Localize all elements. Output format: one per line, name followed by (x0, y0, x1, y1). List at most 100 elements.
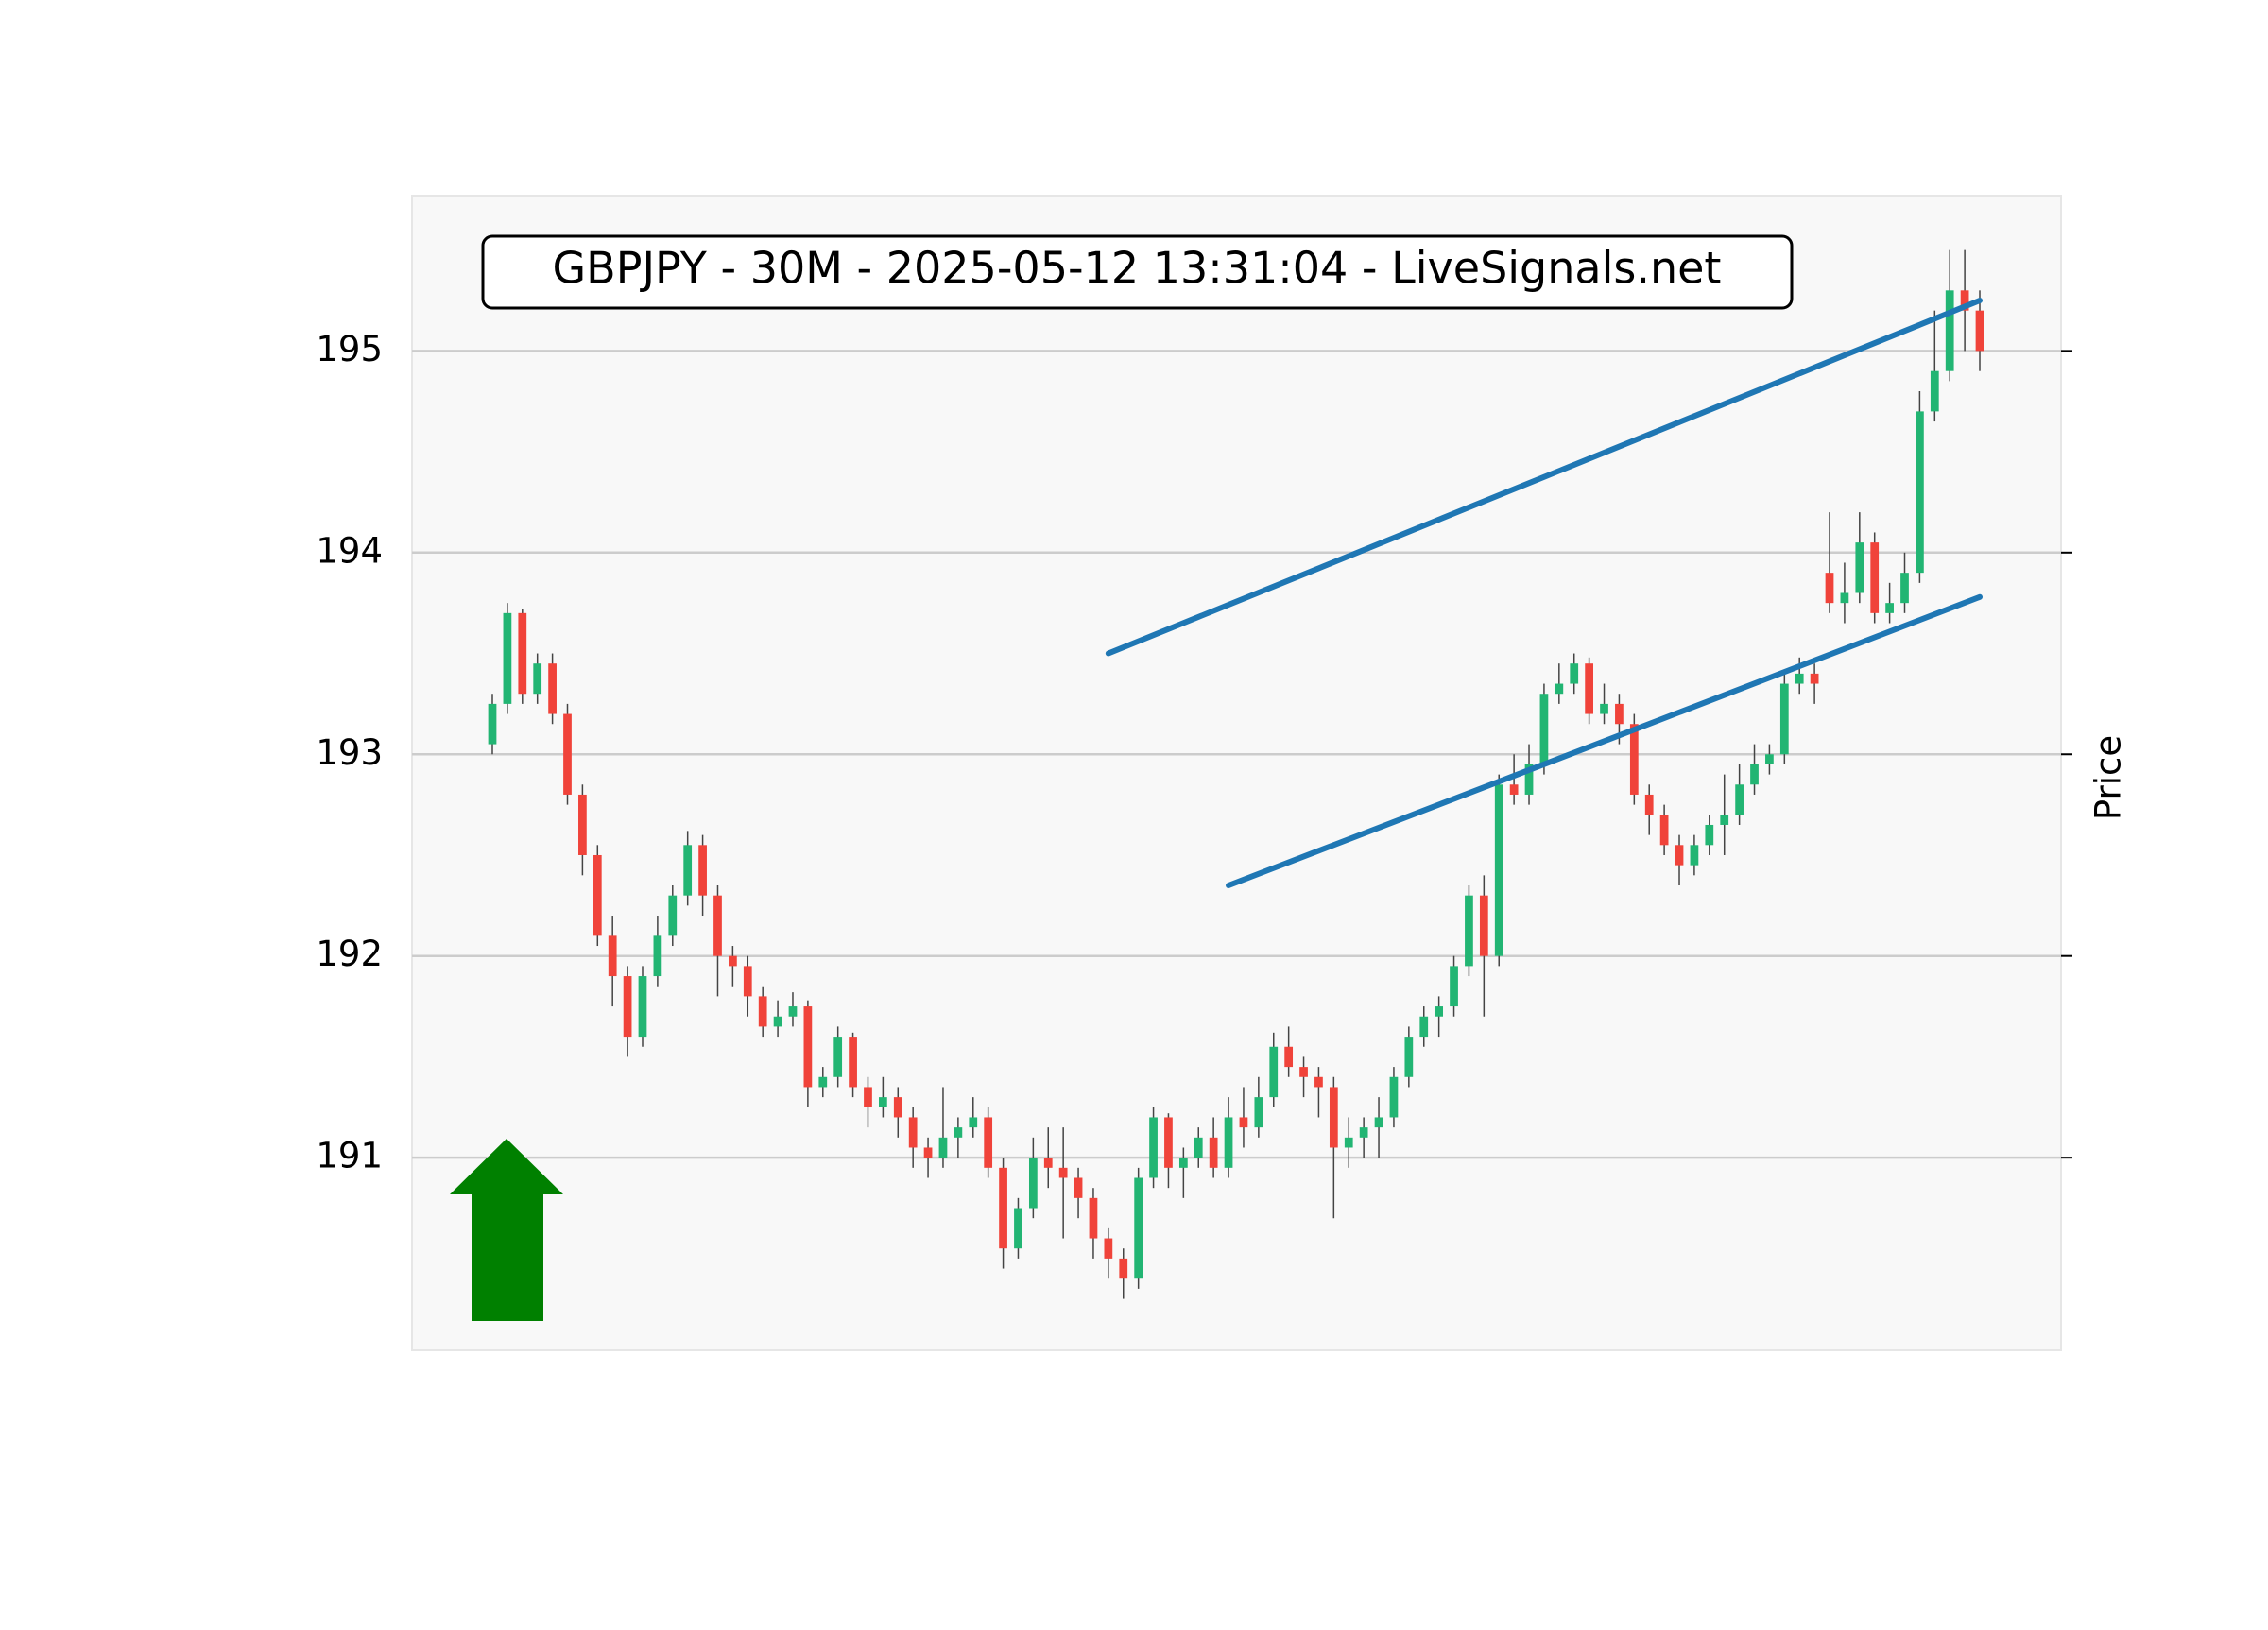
candle-body (1675, 845, 1684, 866)
candle-body (1975, 310, 1984, 352)
candle-body (1299, 1067, 1308, 1077)
candle-body (743, 966, 752, 997)
candle-body (1074, 1177, 1083, 1198)
candle-body (1119, 1258, 1128, 1279)
candle-body (1509, 784, 1519, 795)
y-axis-label: Price (2088, 735, 2129, 820)
candle-body (923, 1147, 933, 1158)
candle-body (1825, 573, 1834, 604)
candle-body (1960, 290, 1969, 311)
candle-body (578, 794, 587, 855)
candle-body (893, 1097, 902, 1118)
candle-body (668, 895, 678, 936)
candle-body (713, 895, 722, 956)
candle-body (908, 1117, 918, 1148)
candle-body (1494, 784, 1503, 956)
candle-body (833, 1037, 843, 1077)
candle-body (1239, 1117, 1248, 1128)
candle-body (1014, 1208, 1022, 1249)
candle-body (1585, 663, 1593, 714)
candle-body (1930, 370, 1939, 412)
candle-body (1855, 542, 1864, 593)
candle-body (1615, 703, 1624, 725)
candle-body (1870, 542, 1880, 613)
candle-body (1885, 603, 1894, 613)
y-tick-label: 195 (316, 329, 383, 369)
candle-body (1389, 1076, 1399, 1118)
candle-body (1945, 290, 1954, 371)
candle-body (1359, 1127, 1368, 1138)
candle-body (533, 663, 542, 695)
candle-body (1659, 815, 1669, 846)
candle-body (1600, 703, 1608, 714)
grid: 191 192 193 194 195 (316, 329, 2072, 1176)
candle-body (818, 1076, 828, 1088)
candle-body (563, 713, 572, 795)
candle-body (984, 1117, 993, 1168)
candle-body (503, 612, 512, 704)
candle-body (593, 854, 602, 936)
candle-body (938, 1137, 948, 1158)
candle-body (864, 1087, 872, 1107)
candle-body (1720, 815, 1729, 825)
candle-body (1539, 694, 1549, 764)
candles (488, 249, 1984, 1299)
candle-body (1344, 1137, 1353, 1148)
candle-body (638, 976, 647, 1038)
candle-body (1435, 1006, 1444, 1017)
candle-body (518, 612, 527, 695)
y-tick-label: 192 (316, 934, 383, 974)
candle-body (1374, 1117, 1383, 1128)
candle-body (1450, 966, 1458, 1007)
candle-body (1224, 1117, 1233, 1168)
candle-body (1735, 784, 1744, 815)
candle-body (1465, 895, 1473, 967)
candle-body (1058, 1167, 1068, 1178)
candle-body (488, 703, 497, 745)
trend-lines (1105, 297, 1983, 888)
candle-body (623, 976, 632, 1038)
candle-body (1329, 1087, 1338, 1148)
candle-body (1254, 1097, 1263, 1128)
candle-body (1900, 573, 1909, 604)
candle-body (1524, 764, 1534, 795)
candle-body (1284, 1046, 1294, 1068)
candle-body (729, 955, 737, 967)
candle-body (1178, 1158, 1188, 1168)
title-box (481, 234, 1794, 310)
candle-body (1164, 1117, 1173, 1168)
candle-body (1149, 1117, 1158, 1178)
y-tick-label: 193 (316, 732, 383, 773)
chart-title: GBPJPY - 30M - 2025-05-12 13:31:04 - Liv… (553, 243, 1722, 294)
candle-body (1555, 683, 1564, 695)
candle-body (1089, 1197, 1098, 1239)
candle-body (1479, 895, 1488, 956)
candle-body (1629, 724, 1639, 795)
candle-body (999, 1167, 1007, 1249)
candle-body (1705, 824, 1714, 846)
candle-body (879, 1097, 887, 1107)
candle-body (1104, 1238, 1113, 1259)
y-tick-label: 194 (316, 530, 383, 571)
candle-body (1269, 1046, 1279, 1098)
candle-body (653, 935, 662, 977)
buy-arrow (450, 1139, 563, 1321)
candle-body (1043, 1158, 1053, 1168)
candle-body (683, 845, 693, 896)
candle-body (1028, 1158, 1038, 1209)
candle-body (1916, 411, 1924, 574)
trend-line (1105, 297, 1983, 657)
candle-body (1690, 845, 1699, 866)
candle-body (788, 1006, 798, 1017)
candle-body (1750, 764, 1759, 785)
candle-body (1404, 1037, 1414, 1077)
candle-body (1314, 1076, 1323, 1088)
candle-body (1810, 673, 1819, 684)
candle-body (773, 1016, 782, 1027)
candle-body (1570, 663, 1579, 684)
candle-body (1840, 592, 1849, 604)
candle-body (608, 935, 617, 977)
candle-body (1779, 683, 1789, 755)
candle-body (1194, 1137, 1203, 1158)
